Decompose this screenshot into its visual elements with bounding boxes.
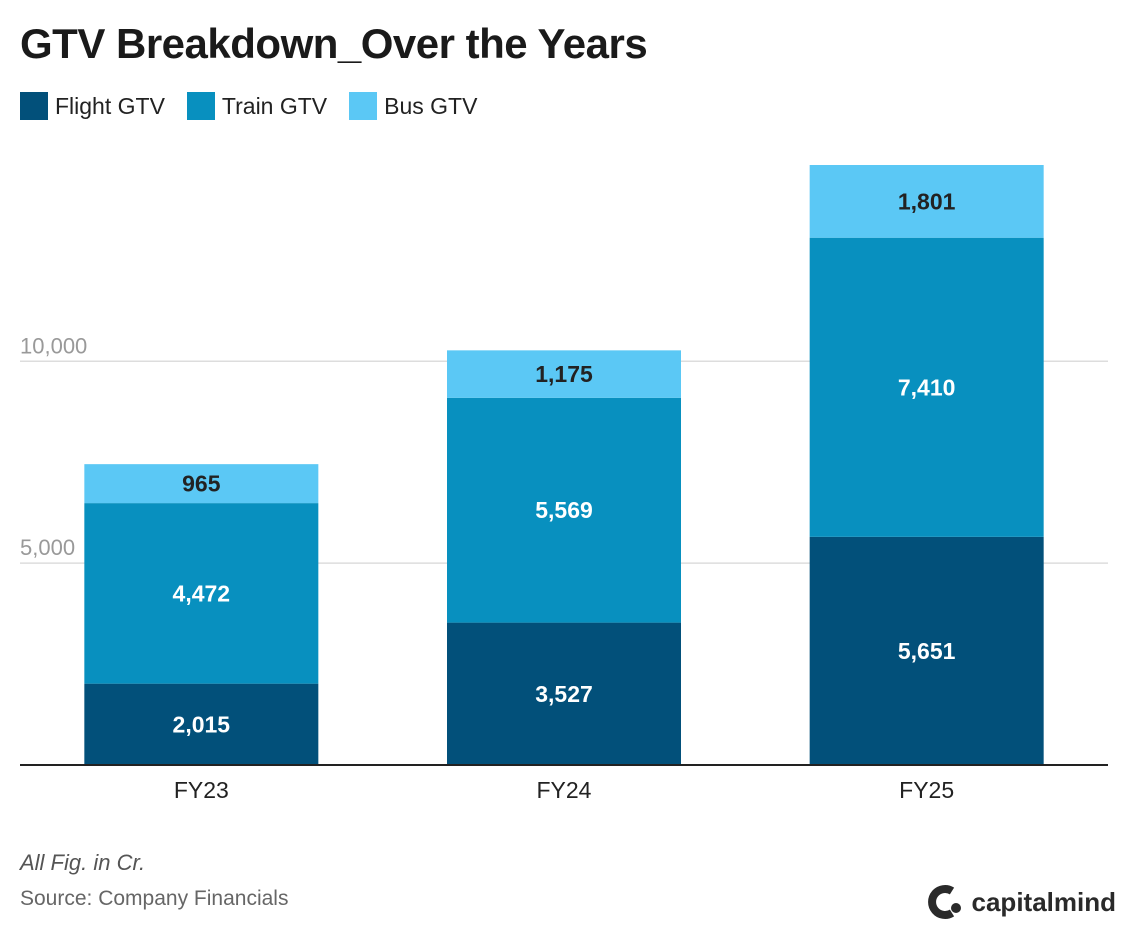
data-label: 4,472 (173, 580, 231, 606)
data-label: 5,569 (535, 497, 593, 523)
legend-item-train: Train GTV (186, 92, 328, 120)
x-tick-label: FY23 (174, 777, 229, 803)
legend-label-bus: Bus GTV (384, 92, 478, 119)
units-footnote: All Fig. in Cr. (20, 850, 146, 875)
legend-label-flight: Flight GTV (55, 92, 165, 119)
bar-segment (84, 464, 319, 504)
data-label: 2,015 (173, 711, 231, 737)
data-label: 7,410 (898, 374, 956, 400)
data-label: 3,527 (535, 681, 593, 707)
legend-item-bus: Bus GTV (349, 92, 477, 120)
x-tick-label: FY25 (899, 777, 954, 803)
bar-segment (447, 350, 681, 398)
bar-segment (447, 622, 681, 765)
legend-swatch-flight (20, 92, 48, 120)
chart-title: GTV Breakdown_Over the Years (20, 20, 648, 67)
bar-segment (809, 536, 1044, 765)
capitalmind-logo-icon (927, 885, 961, 919)
legend-swatch-bus (349, 92, 378, 120)
y-tick-label: 10,000 (20, 333, 87, 358)
legend-label-train: Train GTV (221, 92, 328, 119)
bar-segment (84, 683, 319, 765)
data-label: 965 (182, 471, 221, 497)
bar-segment (809, 237, 1044, 537)
source-note: Source: Company Financials (20, 887, 289, 910)
x-tick-label: FY24 (537, 777, 592, 803)
data-label: 1,175 (535, 361, 593, 387)
bar-segment (84, 503, 319, 684)
brand-logo: capitalmind (926, 884, 1116, 920)
bar-segment (809, 165, 1044, 238)
legend-item-flight: Flight GTV (20, 92, 165, 120)
data-label: 5,651 (898, 638, 956, 664)
bar-segment (447, 397, 681, 623)
data-label: 1,801 (898, 188, 956, 214)
brand-name: capitalmind (971, 886, 1116, 917)
legend-swatch-train (186, 92, 215, 120)
chart-legend: Flight GTV Train GTV Bus GTV (20, 92, 477, 120)
y-tick-label: 5,000 (20, 535, 75, 560)
